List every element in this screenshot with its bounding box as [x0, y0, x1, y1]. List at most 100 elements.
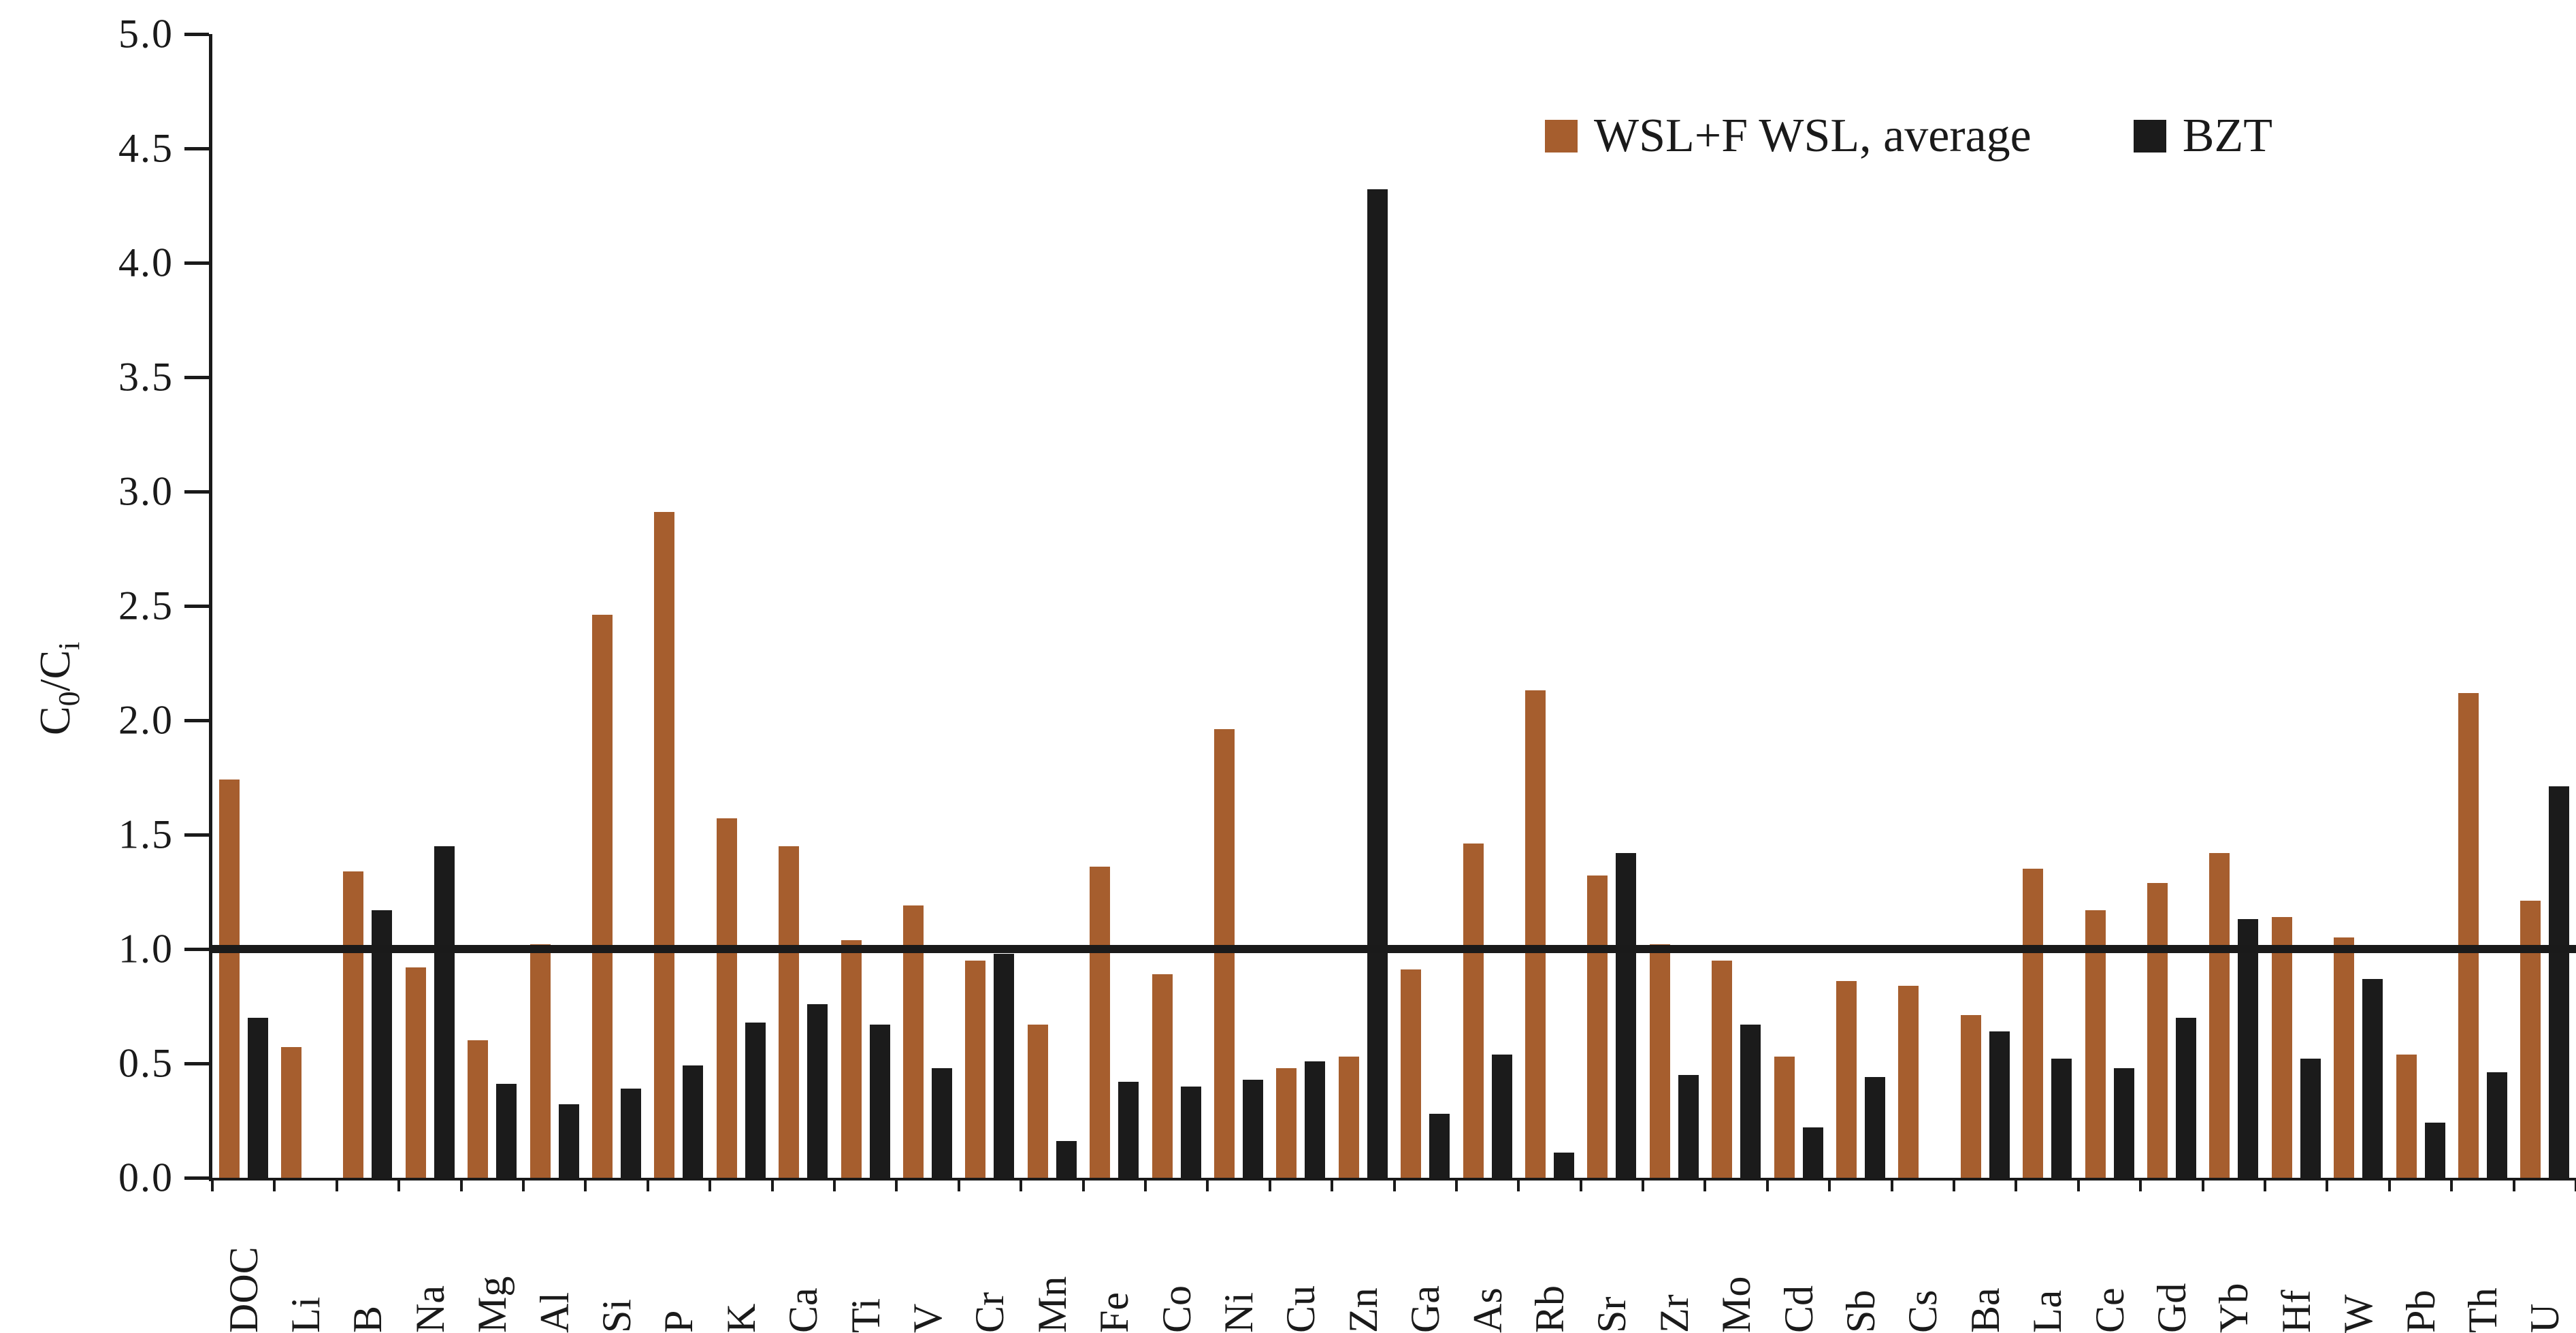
y-axis-tick: [184, 948, 209, 951]
bar-wsl-w: [2334, 937, 2355, 1178]
x-tick-label: Cd: [1776, 1285, 1821, 1333]
bar-wsl-ni: [1214, 729, 1235, 1178]
x-axis-tick: [1828, 1181, 1831, 1191]
x-tick-label: Pb: [2398, 1289, 2443, 1333]
x-axis-tick: [2264, 1181, 2267, 1191]
x-tick-label: Na: [407, 1285, 453, 1333]
x-tick-label: Al: [532, 1292, 577, 1333]
bar-bzt-la: [2051, 1059, 2072, 1178]
x-tick-label: Gd: [2149, 1283, 2194, 1333]
bar-wsl-ti: [841, 939, 862, 1178]
x-tick-label: As: [1465, 1287, 1510, 1333]
bar-bzt-fe: [1118, 1081, 1139, 1178]
bar-bzt-w: [2362, 978, 2383, 1178]
bar-wsl-cr: [965, 960, 986, 1178]
bar-wsl-si: [592, 615, 613, 1178]
x-axis-tick: [2450, 1181, 2453, 1191]
x-axis-tick: [770, 1181, 774, 1191]
bar-wsl-th: [2458, 692, 2479, 1178]
bar-bzt-zn: [1367, 189, 1388, 1178]
x-axis-tick: [895, 1181, 898, 1191]
x-axis-tick: [1703, 1181, 1707, 1191]
bar-wsl-sr: [1587, 876, 1608, 1178]
reference-line-1.0: [209, 945, 2576, 953]
x-tick-label: Mn: [1029, 1276, 1075, 1333]
bar-wsl-zr: [1649, 944, 1670, 1178]
y-tick-label: 0.0: [118, 1155, 174, 1200]
bar-wsl-na: [405, 967, 426, 1178]
bar-bzt-sr: [1616, 852, 1637, 1178]
bar-wsl-li: [281, 1047, 302, 1178]
bar-wsl-mg: [468, 1040, 489, 1178]
bar-bzt-k: [745, 1022, 766, 1178]
y-axis-tick: [184, 1176, 209, 1180]
bar-bzt-sb: [1864, 1077, 1885, 1178]
bar-bzt-yb: [2238, 919, 2259, 1178]
x-tick-label: Ba: [1962, 1287, 2008, 1333]
bar-bzt-cr: [994, 953, 1015, 1178]
x-axis-tick: [459, 1181, 463, 1191]
bar-bzt-p: [683, 1065, 704, 1178]
y-axis-tick: [184, 147, 209, 150]
x-tick-label: La: [2025, 1289, 2070, 1333]
bar-wsl-ce: [2085, 910, 2106, 1178]
x-axis-tick: [1454, 1181, 1458, 1191]
x-axis-tick: [708, 1181, 712, 1191]
bar-wsl-k: [716, 818, 737, 1178]
bar-bzt-hf: [2300, 1059, 2321, 1178]
x-axis-tick: [2015, 1181, 2018, 1191]
y-tick-label: 1.5: [118, 812, 174, 857]
x-axis-tick: [2326, 1181, 2329, 1191]
x-tick-label: Ti: [843, 1298, 888, 1333]
y-tick-label: 3.5: [118, 354, 174, 400]
legend-item-wsl: WSL+F WSL, average: [1545, 109, 2032, 163]
y-tick-label: 0.5: [118, 1040, 174, 1086]
bar-wsl-cd: [1774, 1056, 1795, 1178]
y-axis-tick: [184, 490, 209, 494]
bar-wsl-cs: [1898, 985, 1919, 1178]
bar-wsl-mo: [1712, 960, 1733, 1178]
bar-wsl-doc: [218, 780, 240, 1178]
bar-bzt-ca: [807, 1003, 828, 1178]
bar-wsl-la: [2023, 869, 2044, 1178]
bar-wsl-p: [654, 512, 675, 1178]
legend-item-bzt: BZT: [2133, 109, 2272, 163]
chart-legend: WSL+F WSL, average BZT: [1545, 109, 2272, 163]
x-tick-label: Cs: [1900, 1289, 1946, 1333]
y-axis-tick: [184, 376, 209, 379]
bar-wsl-mn: [1027, 1024, 1048, 1178]
y-tick-label: 3.0: [118, 468, 174, 514]
bar-bzt-al: [558, 1104, 579, 1178]
x-axis-tick: [2139, 1181, 2142, 1191]
x-axis-tick: [1081, 1181, 1085, 1191]
x-axis-tick: [2512, 1181, 2515, 1191]
x-tick-label: Zn: [1340, 1287, 1386, 1333]
bar-bzt-zr: [1678, 1074, 1699, 1178]
x-tick-label: W: [2336, 1294, 2381, 1333]
x-tick-label: Rb: [1527, 1285, 1572, 1333]
y-tick-label: 5.0: [118, 11, 174, 57]
bar-wsl-ga: [1401, 969, 1422, 1178]
bar-wsl-co: [1152, 974, 1173, 1178]
x-axis-tick: [1642, 1181, 1645, 1191]
bar-wsl-b: [343, 871, 364, 1178]
legend-swatch-wsl: [1545, 120, 1578, 152]
bar-bzt-th: [2486, 1072, 2507, 1178]
bar-wsl-zn: [1338, 1056, 1359, 1178]
y-axis-tick: [184, 833, 209, 837]
x-axis-tick: [2201, 1181, 2204, 1191]
x-tick-label: K: [718, 1303, 764, 1333]
x-tick-label: Sb: [1838, 1289, 1883, 1333]
bar-wsl-ca: [779, 846, 800, 1178]
bar-bzt-mn: [1056, 1141, 1077, 1178]
bar-bzt-b: [372, 910, 393, 1178]
bar-bzt-u: [2549, 786, 2570, 1178]
y-tick-label: 2.0: [118, 697, 174, 743]
bar-bzt-as: [1491, 1054, 1512, 1178]
bar-bzt-ni: [1243, 1079, 1263, 1178]
legend-label-wsl: WSL+F WSL, average: [1594, 110, 2032, 162]
x-tick-label: B: [345, 1305, 391, 1333]
x-axis-tick: [1268, 1181, 1271, 1191]
x-axis-tick: [584, 1181, 587, 1191]
bar-bzt-rb: [1553, 1153, 1574, 1178]
